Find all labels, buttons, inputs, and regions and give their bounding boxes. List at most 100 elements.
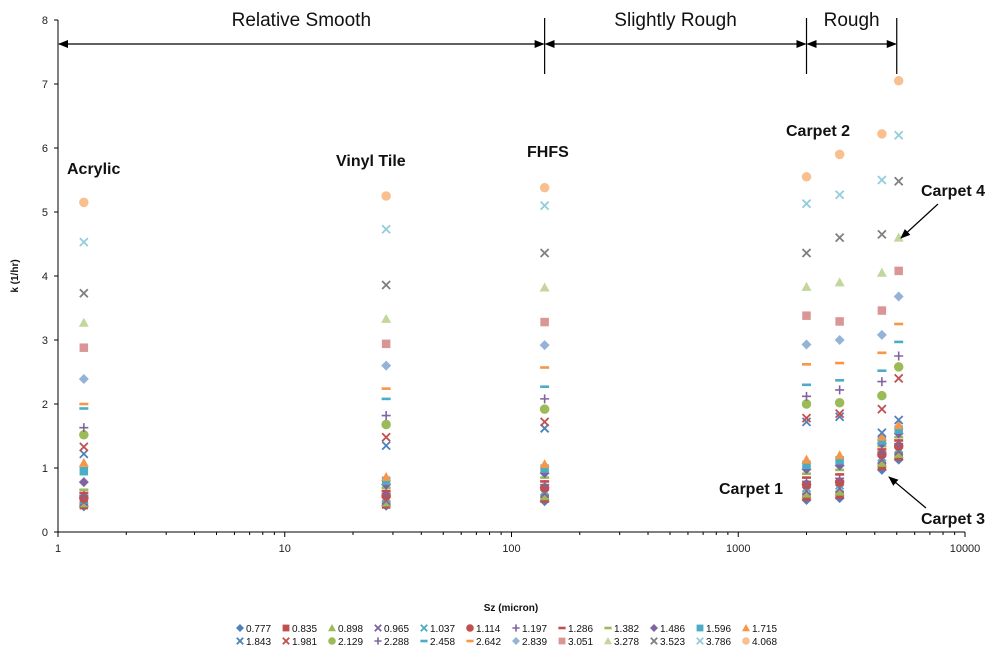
data-point <box>877 428 887 438</box>
carpet-4-arrow <box>900 203 939 239</box>
legend-label: 1.715 <box>752 624 777 635</box>
data-point <box>540 464 549 473</box>
y-axis-title: k (1/hr) <box>10 259 21 292</box>
data-point <box>894 415 904 425</box>
legend-marker <box>742 637 750 645</box>
legend-label: 2.458 <box>430 637 455 648</box>
data-point <box>539 282 550 292</box>
legend-label: 2.839 <box>522 637 547 648</box>
x-tick-group: 1 10 100 1000 10000 <box>55 532 980 555</box>
data-point <box>893 362 904 372</box>
data-point <box>801 172 812 182</box>
x-tick-label: 100 <box>502 543 520 555</box>
legend-label: 1.596 <box>706 624 731 635</box>
data-point <box>801 399 812 409</box>
legend-label: 4.068 <box>752 637 777 648</box>
data-point <box>834 486 845 496</box>
data-point <box>381 224 391 234</box>
data-point <box>539 404 550 414</box>
data-point <box>381 191 391 201</box>
data-point <box>877 404 887 414</box>
data-point <box>539 340 550 351</box>
legend-marker <box>466 624 474 632</box>
data-point <box>539 200 550 211</box>
annotation-carpet-3: Carpet 3 <box>921 511 985 528</box>
legend-marker <box>236 624 244 632</box>
data-point <box>834 277 845 287</box>
region-brackets: Relative Smooth Slightly Rough Rough <box>58 10 898 74</box>
y-tick-label: 6 <box>42 143 48 155</box>
annotation-carpet-2: Carpet 2 <box>786 123 850 140</box>
legend-marker <box>650 624 658 632</box>
data-point <box>79 343 89 352</box>
legend-label: 3.051 <box>568 637 593 648</box>
legend-marker <box>650 637 658 645</box>
data-point <box>834 149 845 160</box>
legend: 0.777 0.835 0.898 0.965 1.037 1.114 1.197 1.286… <box>236 624 777 648</box>
legend-marker <box>374 624 382 632</box>
x-tick-label: 10000 <box>950 543 981 555</box>
y-tick-label: 0 <box>42 527 48 539</box>
y-tick-label: 3 <box>42 335 48 347</box>
data-point <box>877 306 887 315</box>
region-label: Slightly Rough <box>614 10 737 31</box>
data-point <box>835 232 845 243</box>
data-point <box>381 432 391 442</box>
legend-label: 2.288 <box>384 637 409 648</box>
data-point <box>539 417 550 427</box>
data-point <box>802 391 812 401</box>
data-point <box>78 317 89 327</box>
data-point <box>801 248 812 258</box>
data-point <box>381 440 391 451</box>
legend-label: 3.278 <box>614 637 639 648</box>
x-axis-title: Sz (micron) <box>484 603 538 614</box>
data-point <box>79 423 89 433</box>
data-point <box>539 459 550 469</box>
x-tick-label: 1 <box>55 543 61 555</box>
data-point <box>79 429 89 440</box>
data-point <box>801 281 812 291</box>
data-point <box>835 456 844 465</box>
y-tick-label: 7 <box>42 79 48 91</box>
data-point <box>381 280 391 290</box>
legend-marker <box>328 637 336 645</box>
data-point <box>801 199 812 209</box>
data-point <box>894 176 904 186</box>
data-point <box>835 317 844 326</box>
legend-label: 1.843 <box>246 637 271 648</box>
legend-marker <box>696 624 704 632</box>
legend-marker <box>696 637 704 645</box>
legend-label: 2.642 <box>476 637 501 648</box>
legend-marker <box>742 624 750 632</box>
data-point <box>893 291 904 302</box>
data-point <box>802 460 811 470</box>
data-points <box>78 76 904 512</box>
data-point <box>835 412 845 422</box>
y-tick-group: 0 1 2 3 4 5 6 7 8 <box>42 15 58 539</box>
data-point <box>381 339 391 349</box>
x-tick-label: 10 <box>279 543 291 555</box>
data-point <box>801 488 812 498</box>
data-point <box>79 466 89 476</box>
legend-label: 1.981 <box>292 637 317 648</box>
data-point <box>79 288 89 298</box>
annotation-carpet-1: Carpet 1 <box>719 481 783 498</box>
legend-marker <box>328 624 336 632</box>
data-point <box>876 267 887 277</box>
legend-marker <box>282 624 290 632</box>
surface-annotations: Acrylic Vinyl Tile FHFS Carpet 1 Carpet … <box>67 123 985 528</box>
legend-marker <box>512 624 520 632</box>
data-point <box>79 442 89 452</box>
legend-label: 0.835 <box>292 624 317 635</box>
annotation-fhfs: FHFS <box>527 144 569 161</box>
data-point <box>834 335 845 345</box>
data-point <box>834 450 845 460</box>
y-tick-label: 5 <box>42 207 48 219</box>
legend-label: 0.777 <box>246 624 271 635</box>
data-point <box>801 413 812 423</box>
y-tick-label: 1 <box>42 463 48 475</box>
legend-label: 3.786 <box>706 637 731 648</box>
data-point <box>876 329 887 340</box>
legend-label: 1.382 <box>614 624 639 635</box>
